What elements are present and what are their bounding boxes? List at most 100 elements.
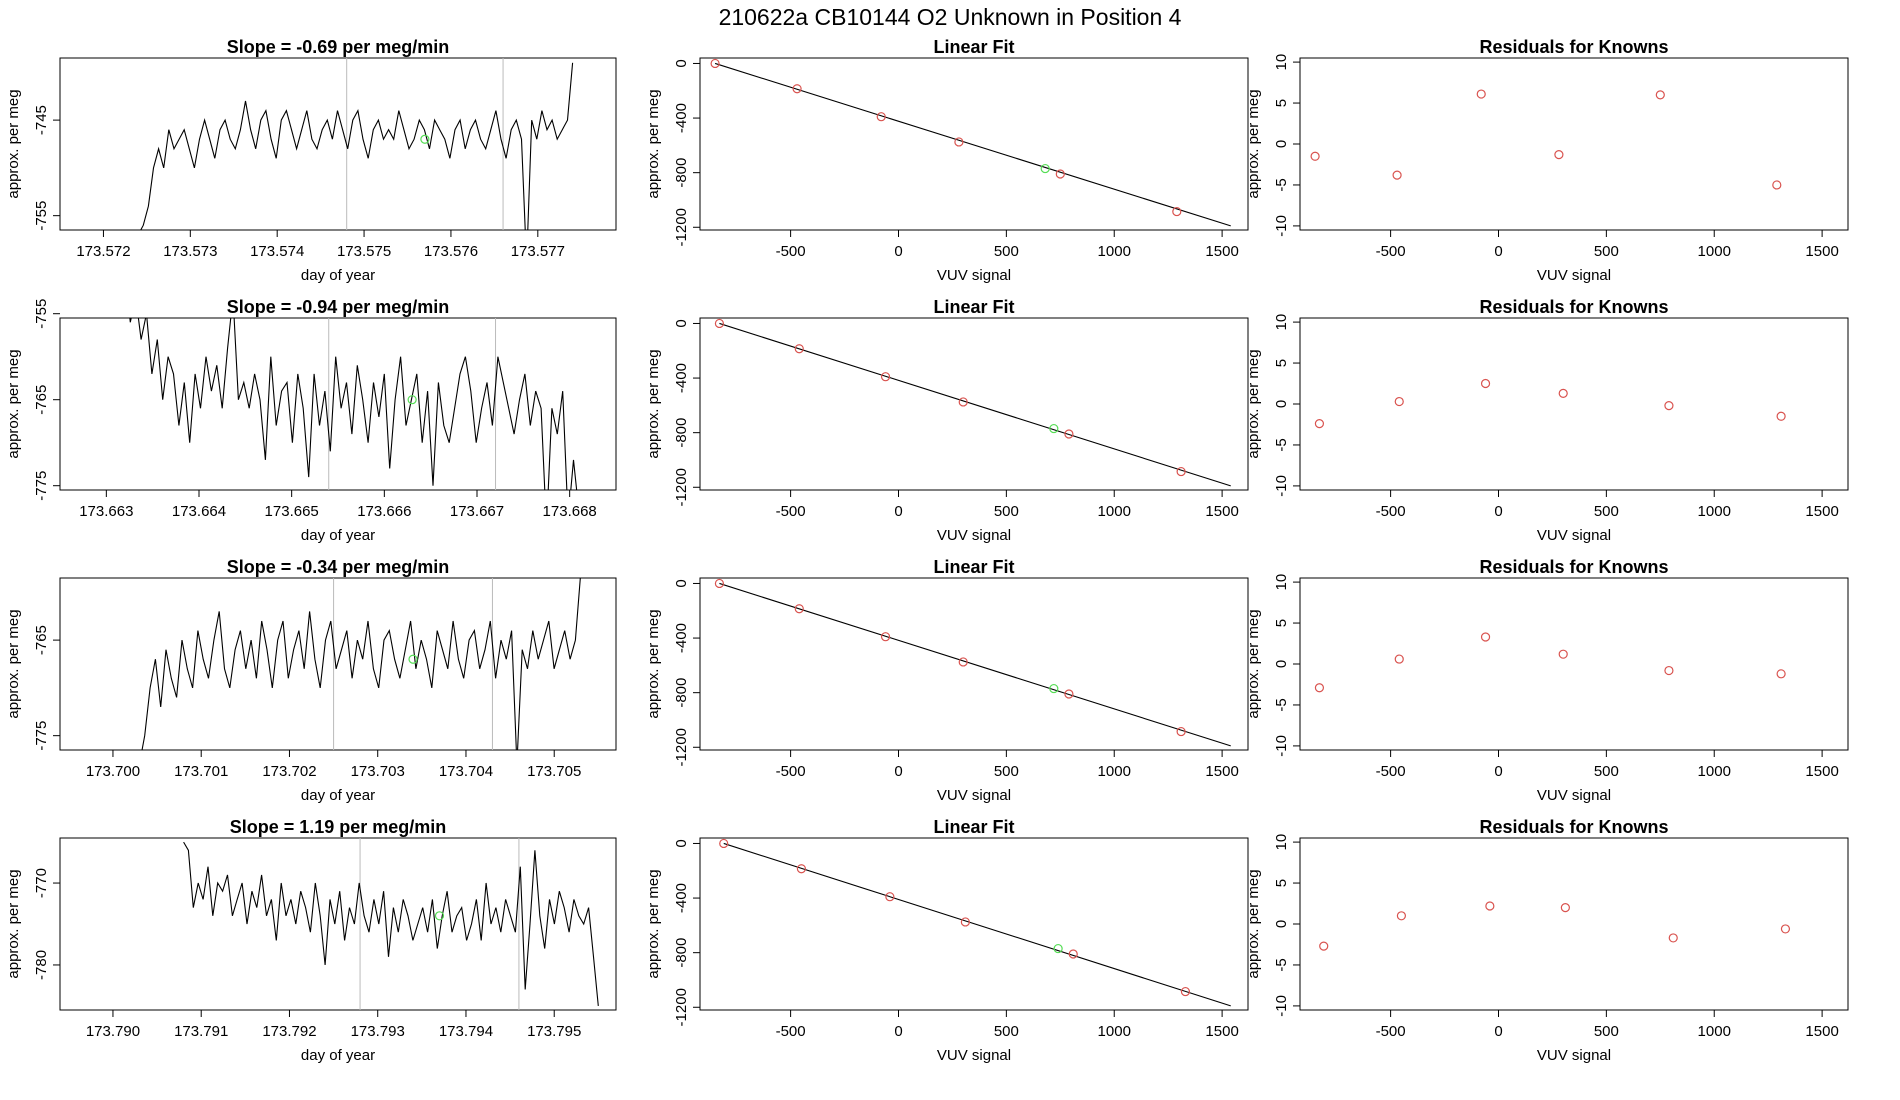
y-axis-label: approx. per meg [645, 609, 662, 718]
x-axis-label: VUV signal [937, 527, 1011, 544]
y-tick-label: 5 [1273, 359, 1290, 367]
x-axis-label: VUV signal [937, 787, 1011, 804]
x-tick-label: 1000 [1098, 243, 1131, 260]
y-tick-label: 10 [1273, 574, 1290, 591]
panel-3-2: Linear Fit VUV signal approx. per meg -500 0… [645, 557, 1249, 804]
x-tick-label: 173.703 [351, 763, 405, 780]
x-tick-label: 1500 [1805, 503, 1838, 520]
x-tick-label: 173.664 [172, 503, 226, 520]
unknown-point [1049, 683, 1059, 694]
panel-title: Residuals for Knowns [1479, 817, 1668, 837]
known-point [1064, 689, 1074, 699]
known-point [1480, 632, 1491, 642]
y-tick-label: 0 [1273, 400, 1290, 408]
x-tick-label: 1500 [1205, 1023, 1238, 1040]
x-tick-label: 500 [1594, 1023, 1619, 1040]
y-axis-label: approx. per meg [645, 89, 662, 198]
y-tick-label: 10 [1273, 314, 1290, 331]
y-tick-label: -765 [33, 385, 50, 415]
x-tick-label: -500 [1376, 1023, 1406, 1040]
panel-2-1: Slope = -0.94 per meg/min day of year appr… [5, 297, 617, 544]
x-tick-label: -500 [1376, 243, 1406, 260]
unknown-point [1049, 423, 1059, 434]
x-tick-label: 1000 [1698, 243, 1731, 260]
plot-frame [59, 837, 617, 1011]
panel-title: Residuals for Knowns [1479, 297, 1668, 317]
y-tick-label: -10 [1273, 735, 1290, 757]
y-tick-label: 0 [673, 59, 690, 67]
x-tick-label: -500 [776, 1023, 806, 1040]
time-series-line [183, 841, 599, 1006]
y-tick-label: 10 [1273, 54, 1290, 71]
panel-title: Linear Fit [933, 817, 1014, 837]
y-tick-label: -1200 [673, 728, 690, 766]
y-tick-label: -400 [673, 623, 690, 653]
x-tick-label: 0 [894, 243, 902, 260]
known-point [796, 864, 807, 874]
x-tick-label: -500 [1376, 763, 1406, 780]
x-tick-label: -500 [776, 243, 806, 260]
y-tick-label: 0 [1273, 660, 1290, 668]
panel-2-2: Linear Fit VUV signal approx. per meg -500 0… [645, 297, 1249, 544]
y-tick-label: -400 [673, 883, 690, 913]
x-tick-label: 0 [1494, 763, 1502, 780]
x-tick-label: 0 [1494, 503, 1502, 520]
y-axis-label: approx. per meg [1245, 349, 1262, 458]
known-point [714, 578, 725, 589]
plot-area [129, 318, 578, 490]
panel-3-3: Residuals for Knowns VUV signal approx. pe… [1245, 557, 1849, 804]
known-point [794, 604, 804, 614]
known-point [714, 318, 725, 329]
y-axis-label: approx. per meg [1245, 869, 1262, 978]
y-axis-label: approx. per meg [1245, 609, 1262, 718]
panel-3-1: Slope = -0.34 per meg/min day of year appr… [5, 557, 617, 804]
known-point [1776, 411, 1786, 421]
x-axis-label: day of year [301, 1047, 375, 1064]
y-tick-label: -770 [33, 868, 50, 898]
x-tick-label: 173.702 [262, 763, 316, 780]
y-tick-label: 0 [673, 839, 690, 847]
x-tick-label: 1000 [1098, 503, 1131, 520]
panel-title: Slope = -0.94 per meg/min [227, 297, 450, 317]
known-point [1180, 986, 1191, 997]
y-tick-label: 0 [1273, 920, 1290, 928]
plot-area [714, 318, 1231, 487]
known-point [958, 657, 968, 667]
y-tick-label: -1200 [673, 468, 690, 506]
x-axis-label: VUV signal [1537, 787, 1611, 804]
x-tick-label: 173.794 [439, 1023, 493, 1040]
x-tick-label: 1500 [1205, 503, 1238, 520]
x-tick-label: -500 [776, 503, 806, 520]
y-tick-label: -775 [33, 471, 50, 501]
known-point [1314, 419, 1325, 429]
plot-frame [1299, 577, 1849, 751]
y-axis-label: approx. per meg [5, 349, 22, 458]
x-tick-label: 173.575 [337, 243, 391, 260]
x-tick-label: 1000 [1698, 1023, 1731, 1040]
x-tick-label: 1500 [1805, 1023, 1838, 1040]
x-tick-label: 1500 [1205, 763, 1238, 780]
known-point [1172, 206, 1182, 217]
y-tick-label: -780 [33, 950, 50, 980]
y-tick-label: -1200 [673, 988, 690, 1026]
plot-area [183, 838, 599, 1010]
x-tick-label: 173.573 [163, 243, 217, 260]
x-axis-label: day of year [301, 787, 375, 804]
x-tick-label: 173.704 [439, 763, 493, 780]
known-point [1558, 388, 1568, 398]
x-tick-label: 500 [994, 503, 1019, 520]
y-tick-label: -755 [33, 201, 50, 231]
x-tick-label: 0 [1494, 243, 1502, 260]
known-point [1396, 911, 1407, 921]
y-axis-label: approx. per meg [1245, 89, 1262, 198]
x-tick-label: 173.701 [174, 763, 228, 780]
x-axis-label: VUV signal [1537, 527, 1611, 544]
known-point [1664, 665, 1674, 676]
known-point [960, 917, 970, 927]
y-axis-label: approx. per meg [645, 349, 662, 458]
known-point [880, 372, 891, 382]
plot-frame [699, 317, 1249, 491]
x-tick-label: 1000 [1698, 763, 1731, 780]
x-axis-label: VUV signal [1537, 267, 1611, 284]
fit-line [719, 322, 1231, 487]
